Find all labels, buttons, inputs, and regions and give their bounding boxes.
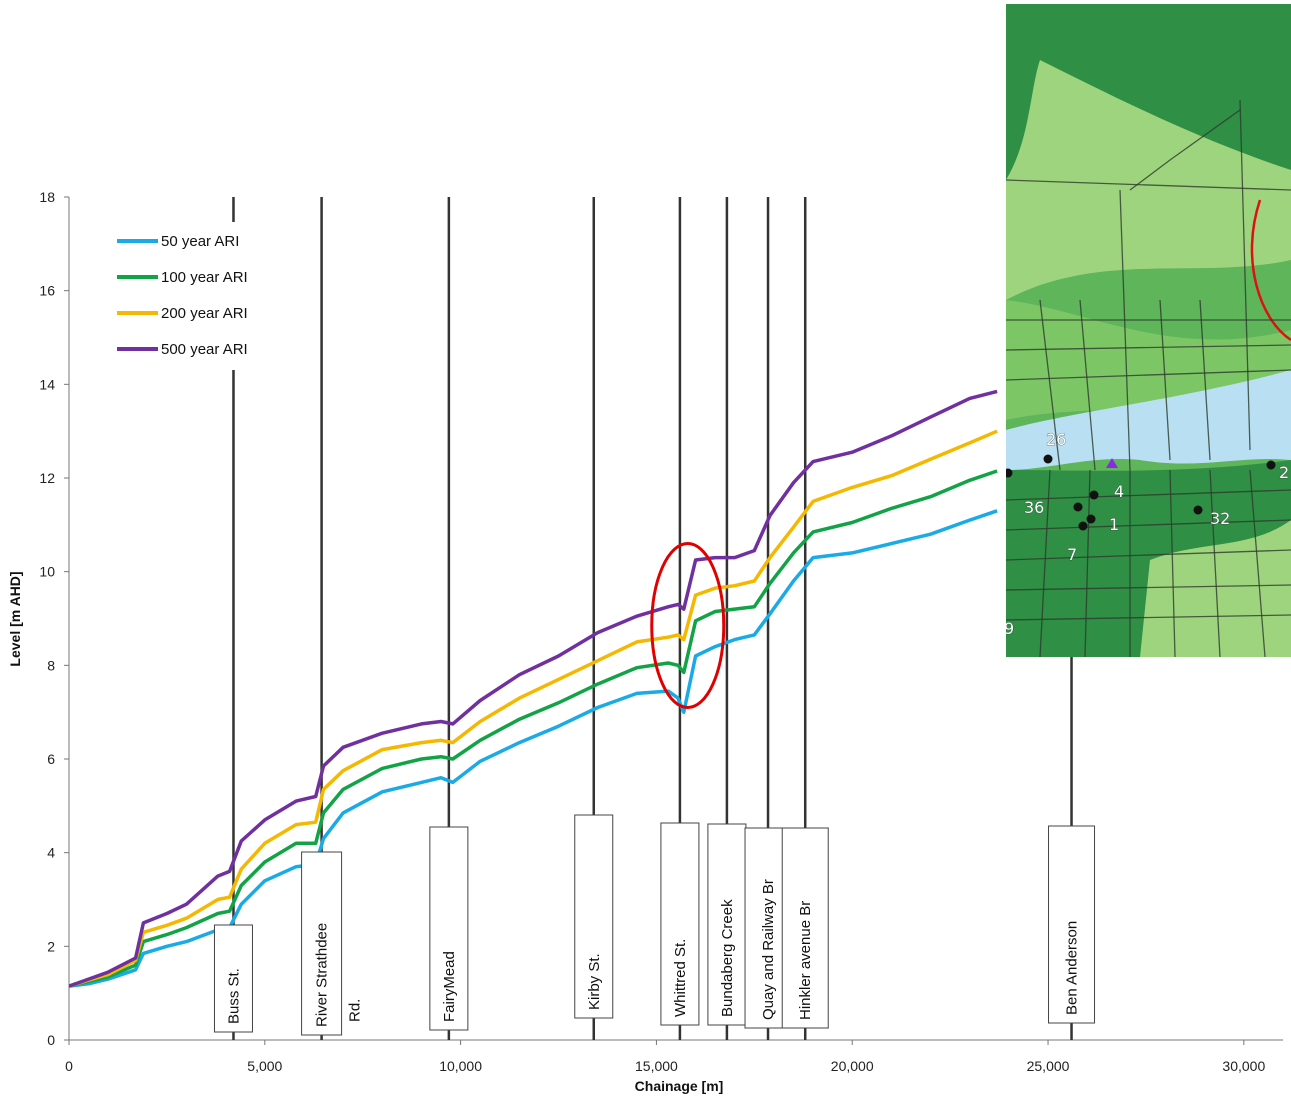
highlight-group xyxy=(650,542,726,710)
structure-label: River Strathdee xyxy=(314,923,331,1027)
structure-label-box xyxy=(707,823,747,1026)
y-tick-label: 12 xyxy=(39,470,55,486)
map-point xyxy=(1078,521,1088,531)
structure-label-line2: Rd. xyxy=(347,999,364,1022)
map-inset: 26 4 36 1 7 32 9 2 xyxy=(1004,4,1291,657)
legend: 50 year ARI 100 year ARI 200 year ARI 500 y… xyxy=(104,222,276,370)
y-axis-title: Level [m AHD] xyxy=(7,571,23,666)
y-tick-label: 10 xyxy=(39,564,55,580)
map-road xyxy=(1199,299,1211,461)
legend-label: 500 year ARI xyxy=(161,341,248,358)
y-tick-label: 8 xyxy=(47,657,55,673)
structure-label: Ben Anderson xyxy=(1064,921,1081,1015)
x-tick-label: 15,000 xyxy=(635,1058,678,1074)
map-road xyxy=(1006,519,1291,531)
series-line xyxy=(68,469,998,988)
map-road xyxy=(1209,469,1221,657)
map-road xyxy=(1006,549,1291,561)
legend-box xyxy=(104,222,276,370)
map-point xyxy=(1073,502,1083,512)
map-red-outline xyxy=(1250,199,1291,342)
map-point xyxy=(1043,454,1053,464)
x-tick-label: 20,000 xyxy=(831,1058,874,1074)
legend-label: 50 year ARI xyxy=(161,233,239,250)
series-lines xyxy=(68,389,998,988)
x-tick-label: 10,000 xyxy=(439,1058,482,1074)
structure-label: Buss St. xyxy=(225,968,242,1024)
y-tick-label: 16 xyxy=(39,283,55,299)
structure-label: Whittred St. xyxy=(672,939,689,1017)
map-road xyxy=(1006,489,1291,501)
map-road xyxy=(1039,469,1051,657)
map-road xyxy=(1249,469,1266,657)
structure-annotations: Buss St. River Strathdee Rd. FairyMead Kirby… xyxy=(213,814,1096,1036)
series-line xyxy=(68,389,998,988)
map-road xyxy=(1169,469,1176,657)
x-tick-label: 30,000 xyxy=(1222,1058,1265,1074)
y-tick-label: 14 xyxy=(39,376,55,392)
map-road xyxy=(1006,584,1291,591)
map-label: 1 xyxy=(1109,515,1119,534)
y-tick-label: 4 xyxy=(47,845,55,861)
map-road xyxy=(1006,344,1291,351)
structure-label-box xyxy=(781,827,829,1029)
river xyxy=(1006,370,1291,470)
highlight-ellipse xyxy=(650,542,726,710)
map-point xyxy=(1006,468,1013,478)
map-point xyxy=(1089,490,1099,500)
x-tick-label: 0 xyxy=(65,1058,73,1074)
map-road xyxy=(1129,109,1241,191)
map-road xyxy=(1079,299,1096,471)
map-label: 9 xyxy=(1004,619,1014,638)
map-road xyxy=(1119,189,1131,471)
structure-label-box xyxy=(213,924,253,1033)
map-label: 32 xyxy=(1210,509,1230,528)
map-road xyxy=(1039,299,1061,471)
structure-label: Hinkler avenue Br xyxy=(797,901,814,1020)
x-tick-label: 25,000 xyxy=(1027,1058,1070,1074)
legend-label: 200 year ARI xyxy=(161,305,248,322)
series-line xyxy=(68,429,998,988)
structure-label: FairyMead xyxy=(441,951,458,1022)
structure-label-box xyxy=(1048,825,1096,1024)
terrain-light-band xyxy=(1006,60,1291,300)
structure-label-box xyxy=(429,826,469,1031)
map-road xyxy=(1006,614,1291,621)
x-axis-title: Chainage [m] xyxy=(635,1078,724,1094)
map-label: 7 xyxy=(1067,545,1077,564)
structure-label-box xyxy=(660,822,700,1026)
map-content: 26 4 36 1 7 32 9 2 xyxy=(1004,4,1291,657)
structure-label: Bundaberg Creek xyxy=(719,899,736,1017)
map-label: 2 xyxy=(1279,463,1289,482)
structure-label: Quay and Railway Br xyxy=(760,879,777,1020)
structure-label-box xyxy=(574,814,614,1019)
series-line xyxy=(68,509,998,988)
map-point xyxy=(1193,505,1203,515)
y-tick-label: 6 xyxy=(47,751,55,767)
map-road xyxy=(1159,299,1171,461)
y-tick-label: 2 xyxy=(47,938,55,954)
map-label: 26 xyxy=(1046,430,1066,449)
structure-label-box xyxy=(301,851,343,1036)
y-tick-label: 18 xyxy=(39,189,55,205)
map-point xyxy=(1086,514,1096,524)
map-road xyxy=(1006,179,1291,191)
map-road xyxy=(1239,99,1251,451)
map-triangle-marker xyxy=(1106,458,1118,468)
map-label: 36 xyxy=(1024,498,1044,517)
legend-label: 100 year ARI xyxy=(161,269,248,286)
map-label: 4 xyxy=(1114,482,1124,501)
y-tick-label: 0 xyxy=(47,1032,55,1048)
map-road xyxy=(1006,369,1291,381)
structure-label: Kirby St. xyxy=(586,953,603,1010)
map-point xyxy=(1266,460,1276,470)
x-tick-label: 5,000 xyxy=(247,1058,282,1074)
map-road xyxy=(1084,469,1091,657)
